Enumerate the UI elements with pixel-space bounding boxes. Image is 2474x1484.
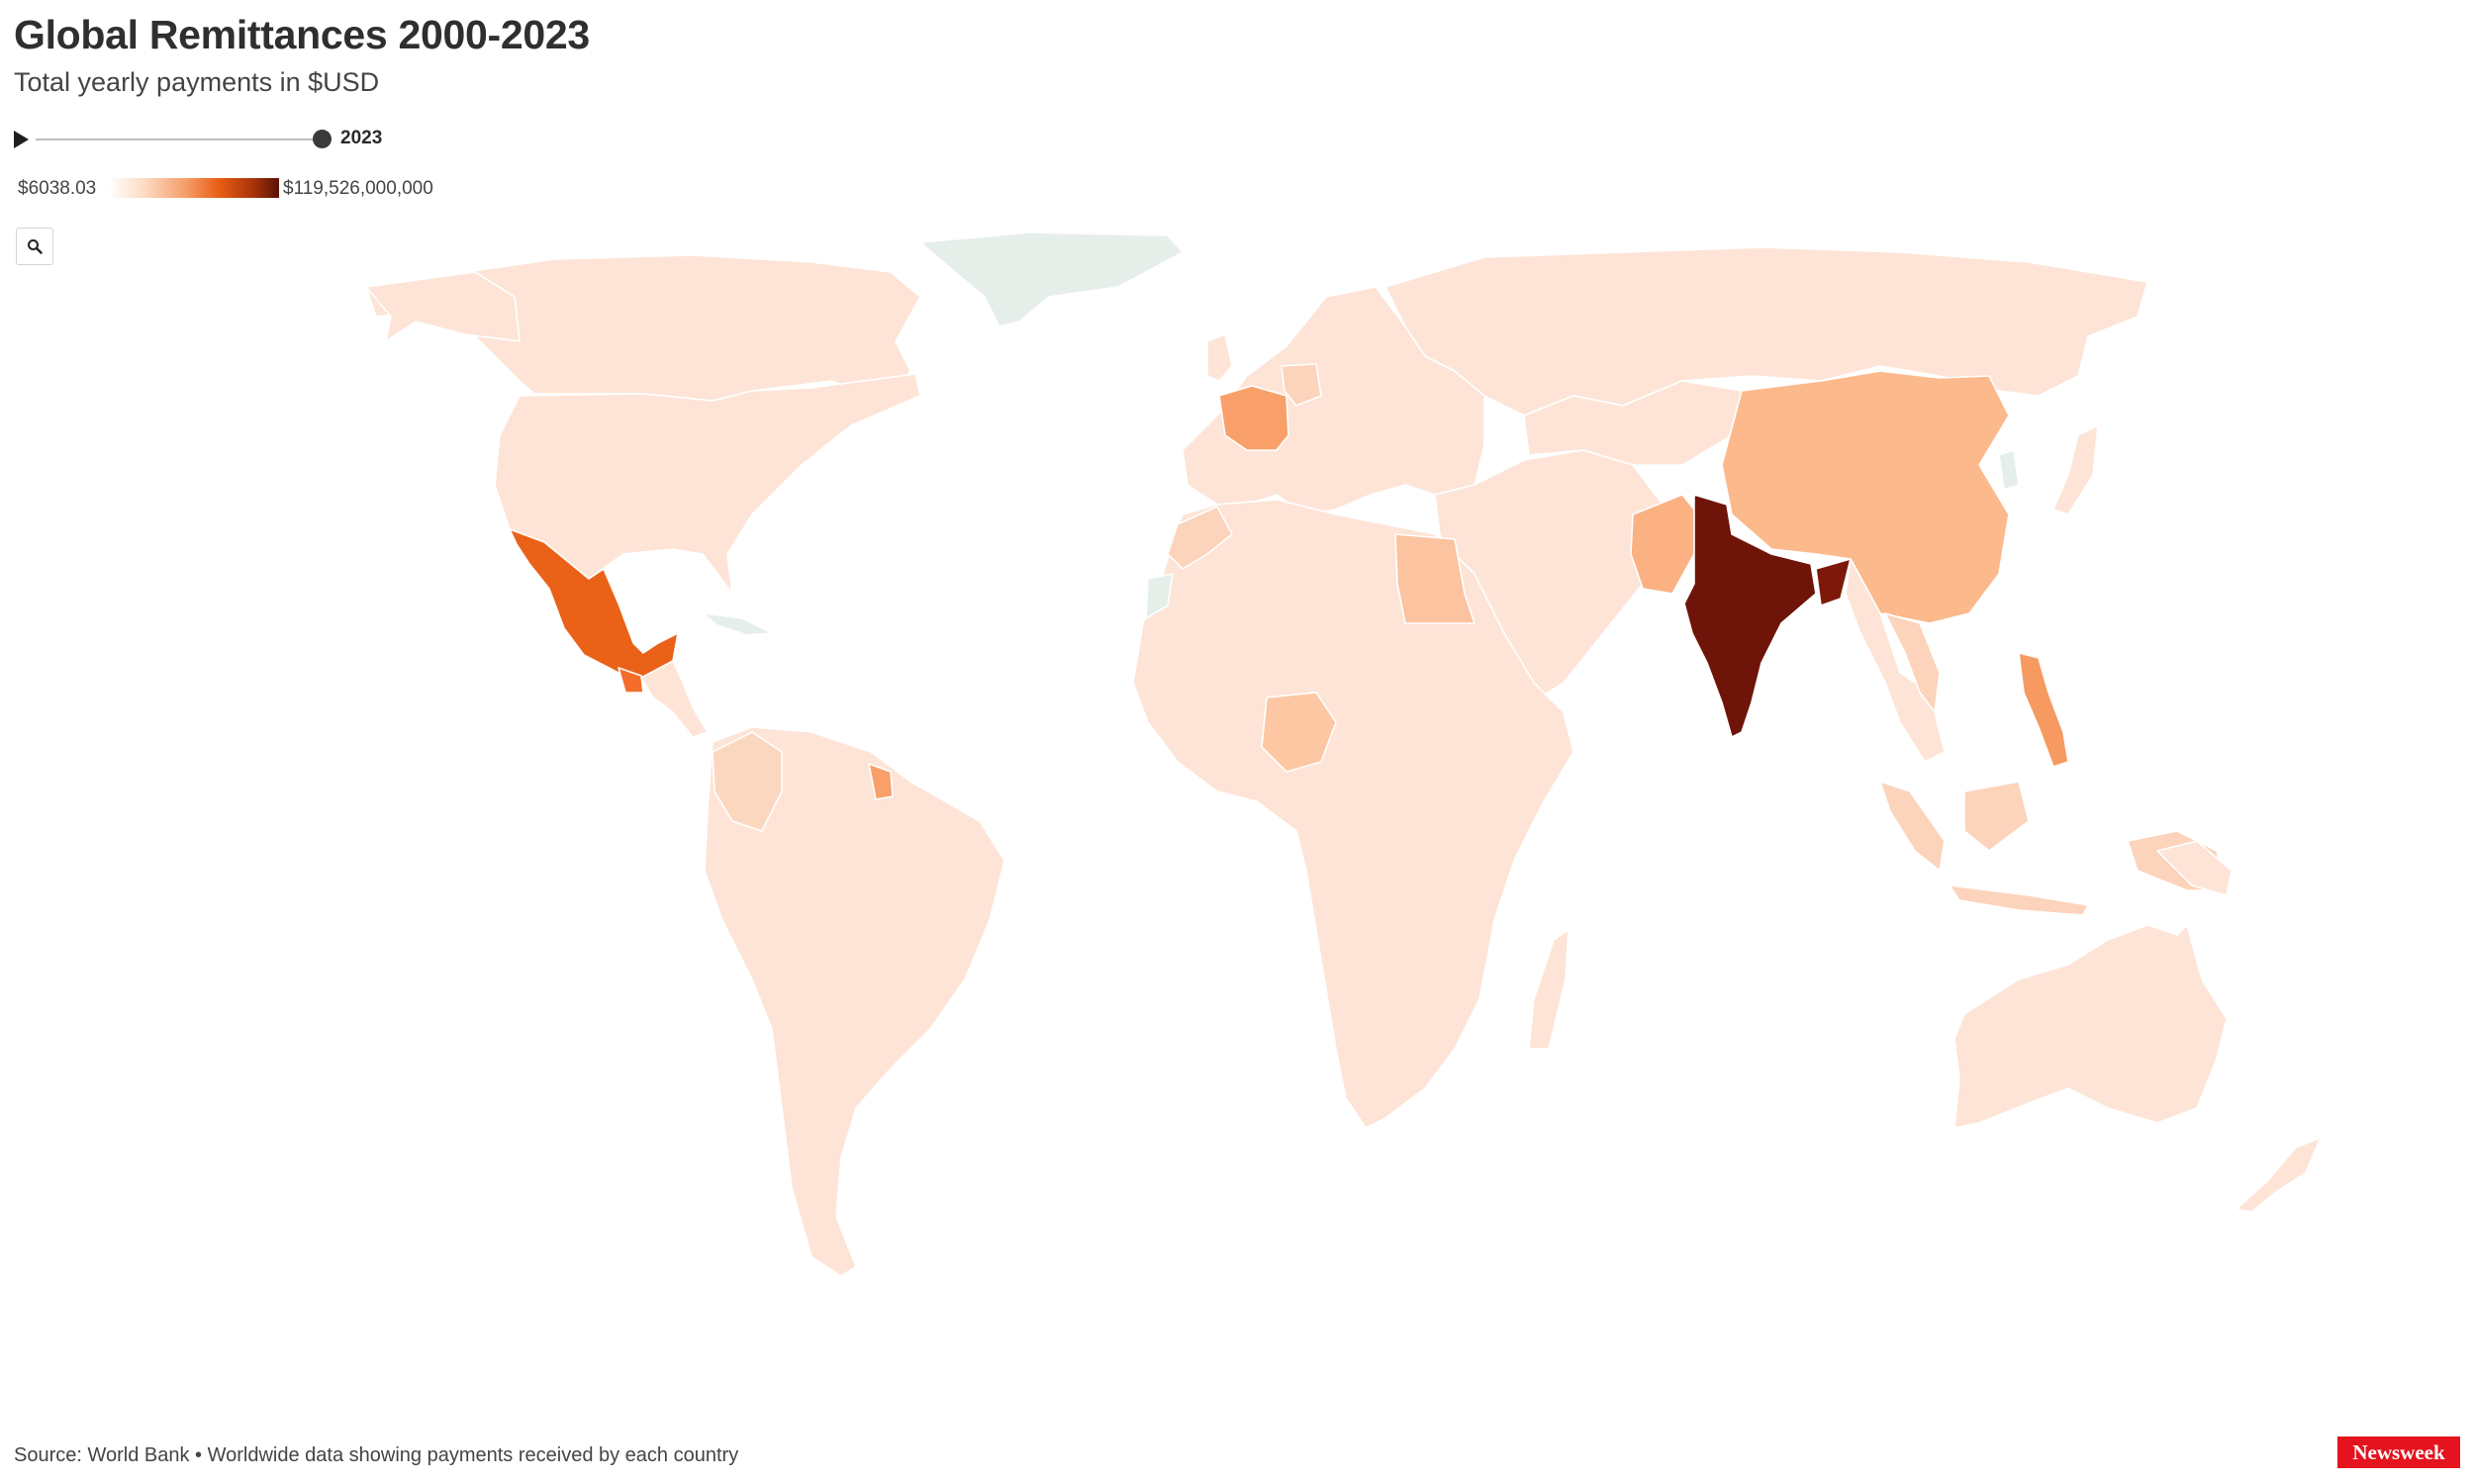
region-guyana-suriname[interactable] [868, 763, 894, 800]
region-alaska[interactable] [365, 271, 521, 342]
region-china[interactable] [1721, 370, 2010, 624]
timeline-handle[interactable] [313, 130, 332, 148]
world-map[interactable] [0, 228, 2474, 1306]
region-korea[interactable] [1998, 449, 2020, 491]
chart-subtitle: Total yearly payments in $USD [14, 67, 380, 97]
region-egypt[interactable] [1394, 533, 1475, 624]
timeline-track[interactable] [36, 139, 323, 140]
region-france[interactable] [1218, 385, 1289, 451]
region-philippines[interactable] [2018, 652, 2069, 768]
region-india[interactable] [1683, 494, 1817, 738]
year-timeline: 2023 [14, 127, 429, 152]
region-papua[interactable] [2156, 840, 2233, 896]
region-south-america[interactable] [704, 726, 1005, 1277]
chart-title: Global Remittances 2000-2023 [14, 12, 590, 57]
region-colombia[interactable] [712, 731, 783, 832]
region-madagascar[interactable] [1528, 929, 1570, 1050]
region-central-america[interactable] [640, 660, 709, 738]
region-nigeria[interactable] [1261, 692, 1337, 773]
region-bangladesh[interactable] [1815, 558, 1852, 606]
legend-gradient [109, 178, 279, 198]
region-vietnam[interactable] [1884, 612, 1941, 713]
region-southeast-asia[interactable] [1845, 558, 1946, 763]
region-europe[interactable] [1182, 286, 1485, 515]
region-greenland[interactable] [919, 232, 1184, 327]
color-legend: $6038.03 $119,526,000,000 [18, 176, 612, 204]
region-western-sahara[interactable] [1145, 573, 1174, 619]
source-note: Source: World Bank • Worldwide data show… [14, 1444, 739, 1466]
region-indonesia[interactable] [1879, 781, 2228, 916]
search-button[interactable] [16, 228, 53, 265]
search-icon [28, 239, 43, 254]
region-morocco[interactable] [1167, 506, 1233, 570]
region-guatemala[interactable] [618, 667, 644, 694]
newsweek-logo[interactable]: Newsweek [2337, 1437, 2460, 1468]
play-icon[interactable] [14, 131, 29, 148]
region-germany[interactable] [1281, 363, 1322, 407]
legend-min-label: $6038.03 [18, 178, 97, 199]
region-australia[interactable] [1953, 924, 2228, 1129]
region-uk[interactable] [1206, 333, 1233, 382]
selected-year-label: 2023 [340, 128, 383, 148]
region-new-zealand[interactable] [2236, 1137, 2322, 1213]
region-russia[interactable] [1384, 246, 2148, 417]
region-mexico[interactable] [509, 528, 679, 679]
region-pakistan[interactable] [1630, 494, 1703, 595]
region-caribbean[interactable] [702, 612, 773, 636]
legend-max-label: $119,526,000,000 [283, 178, 433, 199]
region-japan[interactable] [2052, 424, 2099, 515]
